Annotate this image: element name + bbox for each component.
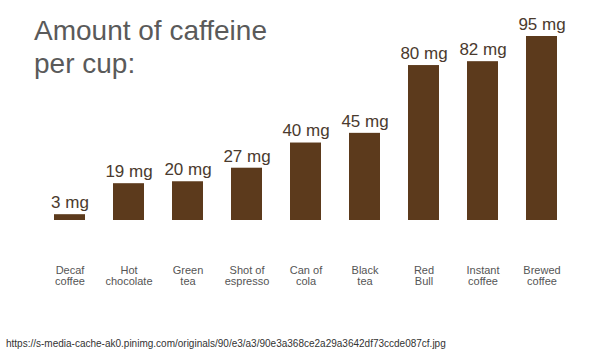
- svg-text:RedBull: RedBull: [414, 264, 434, 287]
- svg-text:Hotchocolate: Hotchocolate: [105, 264, 152, 287]
- svg-text:80 mg: 80 mg: [400, 44, 447, 63]
- svg-text:45 mg: 45 mg: [341, 112, 388, 131]
- svg-text:95 mg: 95 mg: [518, 15, 565, 34]
- svg-text:20 mg: 20 mg: [164, 160, 211, 179]
- svg-text:Blacktea: Blacktea: [352, 264, 379, 287]
- svg-text:19 mg: 19 mg: [105, 162, 152, 181]
- svg-text:Brewedcoffee: Brewedcoffee: [523, 264, 560, 287]
- svg-text:Instantcoffee: Instantcoffee: [466, 264, 499, 287]
- html-text:Amount of caffeine per cup:: Amount of caffeine per cup:: [34, 15, 267, 79]
- svg-text:82 mg: 82 mg: [459, 40, 506, 59]
- svg-text:Can ofcola: Can ofcola: [290, 264, 323, 287]
- html-text:https://s-media-cache-ak0.pini: https://s-media-cache-ak0.pinimg.com/ori…: [6, 338, 446, 349]
- svg-text:27 mg: 27 mg: [223, 147, 270, 166]
- svg-text:Shot ofespresso: Shot ofespresso: [225, 264, 270, 287]
- svg-text:40 mg: 40 mg: [282, 121, 329, 140]
- svg-text:3 mg: 3 mg: [51, 193, 89, 212]
- svg-text:Greentea: Greentea: [173, 264, 204, 287]
- svg-text:Decafcoffee: Decafcoffee: [55, 264, 85, 287]
